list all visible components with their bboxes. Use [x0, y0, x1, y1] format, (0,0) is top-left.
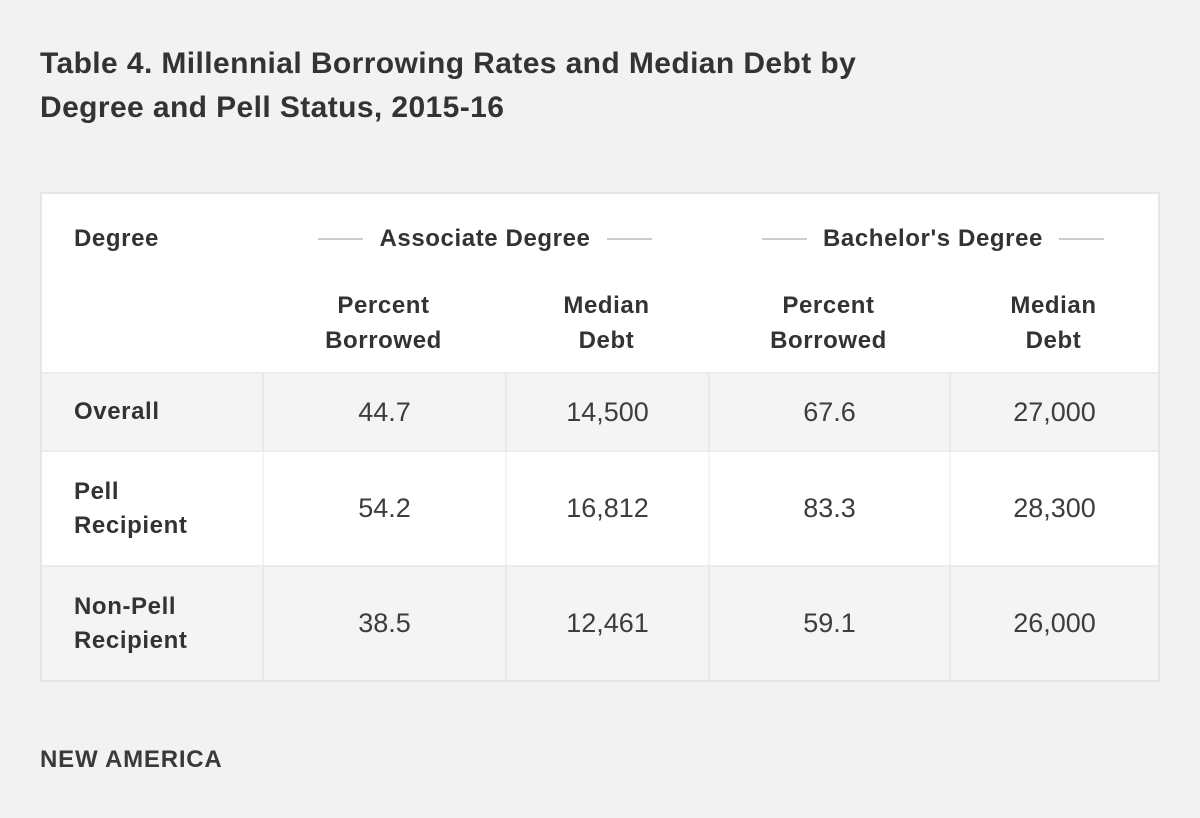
- data-table: Degree Associate Degree Bachelor's Degre…: [40, 192, 1160, 682]
- row-label: Pell Recipient: [74, 477, 188, 539]
- table-row-nonpell: Non-Pell Recipient 38.5 12,461 59.1 26,0…: [42, 565, 1158, 680]
- page-title: Table 4. Millennial Borrowing Rates and …: [40, 42, 1160, 130]
- cell-pell-assoc-debt: 16,812: [505, 452, 708, 565]
- subheader-assoc-percent-borrowed: Percent Borrowed: [262, 288, 505, 358]
- cell-overall-assoc-debt: 14,500: [505, 374, 708, 450]
- cell-overall-bach-percent: 67.6: [708, 374, 949, 450]
- decorative-dash: [1059, 238, 1104, 240]
- title-line-1: Table 4. Millennial Borrowing Rates and …: [40, 47, 857, 80]
- group-label-bachelors: Bachelor's Degree: [822, 225, 1043, 252]
- degree-column-header: Degree: [74, 225, 159, 252]
- cell-pell-bach-percent: 83.3: [708, 452, 949, 565]
- subheader-bach-percent-borrowed: Percent Borrowed: [708, 288, 949, 358]
- table-row-overall: Overall 44.7 14,500 67.6 27,000: [42, 372, 1158, 450]
- group-label-associate: Associate Degree: [379, 225, 591, 252]
- table-header: Degree Associate Degree Bachelor's Degre…: [42, 194, 1158, 372]
- subheader-row: Percent Borrowed Median Debt Percent Bor…: [42, 274, 1158, 372]
- source-wordmark: NEW AMERICA: [40, 746, 223, 773]
- cell-nonpell-bach-debt: 26,000: [949, 567, 1158, 680]
- associate-degree-group-header: Associate Degree: [262, 225, 708, 253]
- decorative-dash: [606, 238, 652, 240]
- cell-nonpell-bach-percent: 59.1: [708, 567, 949, 680]
- subheader-label: Median Debt: [1010, 292, 1097, 354]
- decorative-dash: [318, 238, 364, 240]
- group-header-row: Degree Associate Degree Bachelor's Degre…: [42, 194, 1158, 274]
- subheader-label: Median Debt: [563, 292, 650, 354]
- cell-overall-bach-debt: 27,000: [949, 374, 1158, 450]
- table-row-pell: Pell Recipient 54.2 16,812 83.3 28,300: [42, 450, 1158, 565]
- bachelors-degree-group-header: Bachelor's Degree: [708, 225, 1158, 253]
- cell-pell-bach-debt: 28,300: [949, 452, 1158, 565]
- page: Table 4. Millennial Borrowing Rates and …: [40, 42, 1160, 773]
- cell-nonpell-assoc-debt: 12,461: [505, 567, 708, 680]
- subheader-bach-median-debt: Median Debt: [949, 288, 1158, 358]
- decorative-dash: [761, 238, 807, 240]
- row-label: Non-Pell Recipient: [74, 592, 188, 654]
- subheader-label: Percent Borrowed: [325, 292, 442, 354]
- cell-nonpell-assoc-percent: 38.5: [262, 567, 505, 680]
- cell-overall-assoc-percent: 44.7: [262, 374, 505, 450]
- row-label: Overall: [74, 398, 160, 425]
- title-line-2: Degree and Pell Status, 2015-16: [40, 91, 505, 124]
- subheader-label: Percent Borrowed: [770, 292, 887, 354]
- cell-pell-assoc-percent: 54.2: [262, 452, 505, 565]
- subheader-assoc-median-debt: Median Debt: [505, 288, 708, 358]
